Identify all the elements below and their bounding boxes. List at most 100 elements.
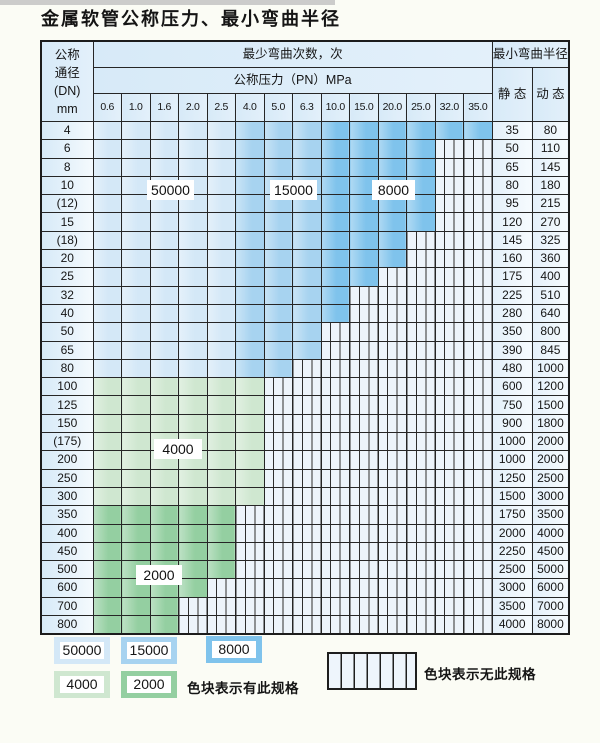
grid-cell-cycles-50000: [121, 358, 151, 379]
grid-cell-cycles-15000: [235, 230, 265, 251]
grid-cell-cycles-4000: [178, 413, 208, 434]
grid-cell-cycles-50000: [178, 322, 208, 342]
pressure-column-header: 10.0: [320, 93, 350, 122]
grid-cell-no-spec: [463, 340, 493, 360]
dynamic-radius-value: 5000: [531, 560, 570, 580]
static-radius-value: 160: [491, 249, 533, 269]
grid-cell-no-spec: [434, 212, 464, 232]
grid-cell-no-spec: [320, 615, 350, 635]
grid-cell-no-spec: [463, 596, 493, 617]
grid-cell-cycles-4000: [206, 432, 236, 452]
cycles-region-label-2000: 2000: [136, 565, 182, 585]
table-row: 700 3500 7000: [40, 596, 570, 617]
static-radius-value: 4000: [491, 615, 533, 635]
table-row: 8 65 145: [40, 157, 570, 177]
grid-cell-cycles-4000: [206, 377, 236, 397]
grid-cell-cycles-15000: [263, 303, 293, 324]
grid-cell-cycles-50000: [149, 267, 179, 287]
grid-cell-cycles-2000: [92, 505, 122, 525]
grid-cell-cycles-8000: [349, 139, 379, 159]
grid-cell-no-spec: [263, 523, 293, 543]
grid-cell-cycles-50000: [178, 212, 208, 232]
grid-cell-no-spec: [292, 505, 322, 525]
grid-cell-no-spec: [434, 578, 464, 598]
grid-cell-no-spec: [377, 596, 407, 617]
grid-cell-cycles-4000: [149, 486, 179, 507]
legend-no-spec-text: 色块表示无此规格: [424, 667, 536, 682]
table-row: (175) 1000 2000: [40, 432, 570, 452]
table-row: 500 2500 5000: [40, 560, 570, 580]
pressure-column-header: 1.6: [149, 93, 179, 122]
pressure-column-header: 15.0: [349, 93, 379, 122]
grid-cell-no-spec: [263, 413, 293, 434]
dn-cell: 4: [40, 120, 94, 141]
grid-cell-no-spec: [377, 267, 407, 287]
grid-cell-cycles-15000: [263, 157, 293, 177]
grid-cell-cycles-15000: [235, 157, 265, 177]
dn-header-line: 公称: [54, 47, 80, 62]
dn-cell: 300: [40, 486, 94, 507]
static-radius-value: 1000: [491, 432, 533, 452]
table-row: 200 1000 2000: [40, 450, 570, 470]
grid-cell-cycles-15000: [235, 285, 265, 305]
grid-cell-cycles-4000: [206, 395, 236, 415]
grid-cell-cycles-2000: [92, 578, 122, 598]
grid-cell-no-spec: [377, 468, 407, 488]
dn-cell: 10: [40, 175, 94, 196]
grid-cell-no-spec: [463, 413, 493, 434]
grid-cell-cycles-15000: [263, 285, 293, 305]
grid-cell-no-spec: [349, 322, 379, 342]
cycles-region-label-4000: 4000: [154, 439, 202, 459]
grid-cell-no-spec: [349, 615, 379, 635]
grid-cell-cycles-8000: [320, 303, 350, 324]
cycles-region-label-15000: 15000: [270, 180, 317, 200]
grid-cell-cycles-2000: [178, 560, 208, 580]
grid-cell-no-spec: [349, 377, 379, 397]
table-row: (18) 145 325: [40, 230, 570, 251]
dynamic-radius-value: 360: [531, 249, 570, 269]
dn-cell: 80: [40, 358, 94, 379]
dynamic-radius-value: 400: [531, 267, 570, 287]
grid-cell-no-spec: [434, 249, 464, 269]
grid-cell-no-spec: [292, 596, 322, 617]
grid-cell-cycles-4000: [206, 413, 236, 434]
table-row: 10 80 180: [40, 175, 570, 196]
grid-cell-cycles-50000: [92, 285, 122, 305]
grid-cell-no-spec: [235, 523, 265, 543]
grid-cell-no-spec: [377, 560, 407, 580]
grid-cell-no-spec: [292, 432, 322, 452]
grid-cell-cycles-50000: [149, 212, 179, 232]
grid-cell-cycles-15000: [292, 139, 322, 159]
grid-cell-cycles-50000: [178, 267, 208, 287]
dynamic-radius-value: 145: [531, 157, 570, 177]
dn-cell: 200: [40, 450, 94, 470]
grid-cell-no-spec: [377, 578, 407, 598]
grid-cell-cycles-8000: [320, 230, 350, 251]
grid-cell-no-spec: [349, 560, 379, 580]
grid-cell-no-spec: [263, 560, 293, 580]
grid-cell-cycles-4000: [149, 468, 179, 488]
grid-cell-cycles-8000: [377, 249, 407, 269]
static-radius-value: 2500: [491, 560, 533, 580]
dn-cell: 250: [40, 468, 94, 488]
grid-cell-cycles-15000: [263, 322, 293, 342]
table-row: 800 4000 8000: [40, 615, 570, 635]
static-radius-value: 1000: [491, 450, 533, 470]
grid-cell-cycles-50000: [178, 230, 208, 251]
grid-cell-cycles-15000: [292, 322, 322, 342]
dynamic-radius-value: 640: [531, 303, 570, 324]
dynamic-radius-value: 3500: [531, 505, 570, 525]
grid-cell-cycles-50000: [206, 212, 236, 232]
grid-cell-no-spec: [463, 267, 493, 287]
dynamic-radius-value: 800: [531, 322, 570, 342]
grid-cell-cycles-15000: [235, 175, 265, 196]
grid-cell-no-spec: [292, 523, 322, 543]
grid-cell-cycles-15000: [235, 303, 265, 324]
grid-cell-cycles-15000: [292, 340, 322, 360]
grid-cell-cycles-4000: [206, 450, 236, 470]
grid-cell-no-spec: [463, 450, 493, 470]
grid-cell-cycles-50000: [206, 230, 236, 251]
grid-cell-cycles-2000: [121, 541, 151, 562]
grid-cell-no-spec: [463, 578, 493, 598]
dn-cell: 65: [40, 340, 94, 360]
